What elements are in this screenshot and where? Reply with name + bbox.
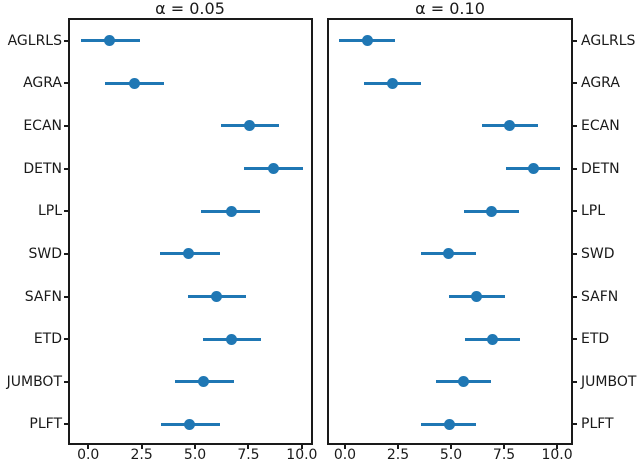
x-tick-label: 10.0 [541,447,573,463]
data-point-marker [486,333,498,345]
x-tick-label: 10.0 [286,447,318,463]
category-label: AGRA [23,75,62,92]
data-point-marker [361,35,373,47]
category-label: AGLRLS [581,32,636,49]
y-tick [63,210,69,213]
data-point-marker [183,248,195,260]
y-tick [63,295,69,298]
category-label: SWD [581,245,615,262]
category-label: LPL [581,203,606,220]
data-point-marker [458,376,470,388]
data-point-marker [443,248,455,260]
x-tick-label: 7.5 [237,447,260,463]
y-tick [572,338,577,341]
data-point-marker [528,163,540,175]
category-label: LPL [37,203,62,220]
category-label: ETD [33,331,62,348]
category-label: JUMBOT [6,373,62,390]
category-label: ECAN [23,117,62,134]
y-tick [572,82,577,85]
y-tick [63,167,69,170]
data-point-marker [104,35,116,47]
data-point-marker [503,120,515,132]
y-tick [63,82,69,85]
category-label: DETN [23,160,62,177]
subplot-title-alpha-005: α = 0.05 [155,0,225,18]
data-point-marker [267,163,279,175]
y-tick [63,380,69,383]
y-tick [572,252,577,255]
axes-frame-right [327,18,573,445]
x-tick-label: 5.0 [183,447,207,463]
x-tick [503,444,506,449]
y-tick [63,252,69,255]
y-tick [572,423,577,426]
category-label: SAFN [581,288,619,305]
x-tick [396,444,399,449]
data-point-marker [225,205,237,217]
data-point-marker [485,205,497,217]
category-label: PLFT [581,416,614,433]
y-tick [572,39,577,42]
x-tick [87,444,90,449]
category-label: SAFN [24,288,62,305]
data-point-marker [444,418,456,430]
y-tick [572,167,577,170]
category-label: DETN [581,160,620,177]
y-tick [63,39,69,42]
x-tick [140,444,143,449]
axes-frame-left [68,18,313,445]
x-tick-label: 2.5 [130,447,153,463]
x-tick-label: 0.0 [333,447,357,463]
category-label: ETD [581,331,610,348]
category-label: PLFT [29,416,62,433]
x-tick [247,444,250,449]
category-label: JUMBOT [581,373,637,390]
x-tick-label: 2.5 [386,447,410,463]
x-tick [343,444,346,449]
y-tick [572,210,577,213]
data-point-marker [210,291,222,302]
x-tick [450,444,453,449]
category-label: AGRA [581,75,620,92]
data-point-marker [198,376,210,388]
x-tick-label: 0.0 [77,447,100,463]
category-label: ECAN [581,117,620,134]
y-tick [63,338,69,341]
y-tick [572,295,577,298]
subplot-title-alpha-010: α = 0.10 [415,0,485,18]
y-tick [572,380,577,383]
category-label: SWD [28,245,62,262]
data-point-marker [225,333,237,345]
x-tick-label: 7.5 [492,447,516,463]
x-tick [556,444,559,449]
data-point-marker [244,120,256,132]
data-point-marker [184,418,196,430]
y-tick [63,124,69,127]
data-point-marker [387,77,399,89]
category-label: AGLRLS [7,32,62,49]
x-tick [300,444,303,449]
data-point-marker [470,291,482,302]
x-tick-label: 5.0 [439,447,463,463]
y-tick [63,423,69,426]
x-tick [194,444,197,449]
y-tick [572,124,577,127]
data-point-marker [128,77,140,89]
